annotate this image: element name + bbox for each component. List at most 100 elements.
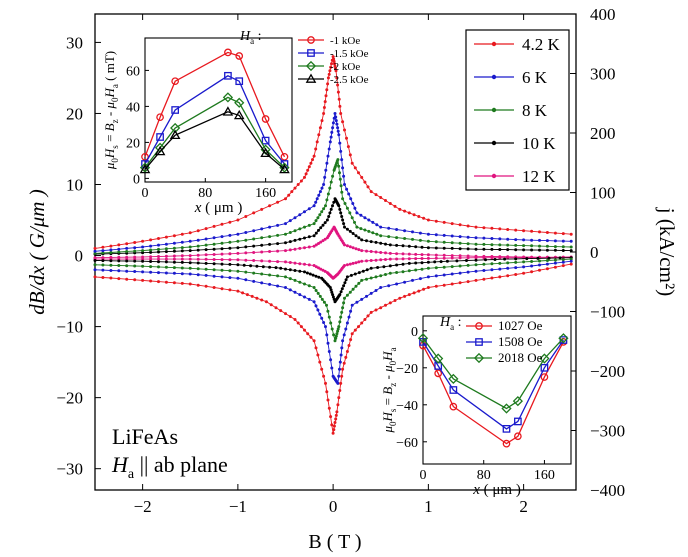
- data-point: [252, 237, 256, 241]
- data-point: [314, 231, 318, 235]
- data-point: [228, 288, 232, 292]
- data-point: [388, 257, 392, 261]
- data-point: [401, 252, 405, 256]
- data-point: [545, 239, 549, 243]
- data-point: [398, 296, 402, 300]
- data-point: [343, 183, 346, 186]
- data-point: [345, 350, 349, 353]
- data-point: [458, 241, 462, 245]
- data-point: [220, 268, 224, 272]
- data-point: [384, 258, 387, 261]
- data-point: [338, 104, 342, 108]
- data-point: [369, 291, 373, 295]
- main-axes: −2 −1 0 1 2−30−20−100102030−400−300−200−1000…: [56, 5, 625, 516]
- data-point: [164, 247, 168, 251]
- x-tick-label: 1: [424, 497, 433, 516]
- data-point: [561, 264, 565, 268]
- data-point: [293, 229, 297, 233]
- data-point: [466, 270, 470, 274]
- data-point: [347, 192, 351, 196]
- data-point: [336, 158, 340, 162]
- data-point: [493, 258, 497, 261]
- data-point: [149, 255, 153, 259]
- data-point: [204, 267, 208, 271]
- data-point: [334, 413, 338, 417]
- data-point: [93, 251, 97, 255]
- inset-series-line: [422, 337, 564, 410]
- data-point: [522, 229, 526, 233]
- data-point: [172, 257, 176, 261]
- data-point: [365, 259, 368, 263]
- data-point: [196, 267, 200, 271]
- data-point: [422, 287, 426, 291]
- inset-data-point: [224, 71, 232, 80]
- data-point: [388, 251, 392, 255]
- inset-frame: [422, 315, 572, 465]
- data-point: [320, 210, 324, 214]
- data-point: [284, 260, 287, 264]
- inset-series-1-5-koe: [141, 71, 289, 168]
- data-point: [498, 243, 502, 247]
- data-point: [403, 237, 407, 240]
- legend-label: 12 K: [522, 167, 556, 186]
- y-tick-label: −10: [56, 318, 83, 337]
- data-point: [220, 262, 224, 266]
- inset-legend-title: Ha :: [239, 29, 262, 46]
- data-point: [403, 229, 407, 233]
- data-point: [342, 174, 346, 178]
- data-point: [418, 231, 422, 235]
- data-point: [245, 293, 249, 297]
- data-point: [326, 398, 330, 402]
- inset-x-tick-label: 80: [477, 468, 491, 483]
- data-point: [317, 133, 321, 137]
- legend-marker: [491, 107, 497, 113]
- inset-x-tick-label: 160: [534, 468, 555, 483]
- data-point: [337, 97, 341, 101]
- data-point: [332, 424, 336, 428]
- data-point: [330, 327, 334, 331]
- data-point: [434, 240, 438, 244]
- legend-label: 6 K: [522, 68, 548, 87]
- data-point: [316, 353, 320, 357]
- data-point: [228, 220, 232, 224]
- data-point: [482, 269, 486, 272]
- inset-legend-entry-1508-oe: 1508 Oe: [466, 334, 543, 349]
- inset-legend-h: H: [439, 315, 451, 330]
- data-point: [349, 338, 353, 342]
- data-point: [360, 297, 364, 301]
- data-point: [325, 161, 329, 165]
- data-point: [324, 94, 328, 98]
- data-point: [268, 250, 272, 253]
- data-point: [353, 166, 357, 170]
- data-point: [101, 263, 105, 267]
- data-point: [93, 249, 97, 253]
- data-point: [482, 247, 486, 251]
- data-point: [482, 256, 486, 260]
- data-point: [204, 248, 208, 252]
- data-point: [434, 253, 438, 257]
- data-point: [506, 228, 510, 231]
- data-point: [414, 257, 418, 261]
- data-point: [333, 62, 336, 66]
- data-point: [530, 248, 534, 252]
- data-point: [545, 262, 549, 266]
- data-point: [180, 246, 184, 250]
- inset-data-point: [261, 136, 270, 145]
- data-point: [339, 290, 343, 294]
- inset-legend-title: Ha :: [439, 315, 462, 332]
- data-point: [344, 327, 348, 331]
- data-point: [522, 244, 526, 248]
- data-point: [93, 246, 97, 250]
- data-point: [344, 355, 348, 359]
- data-point: [366, 314, 370, 318]
- data-point: [343, 225, 346, 229]
- inset-legend-marker: [307, 36, 315, 44]
- data-point: [242, 263, 246, 267]
- data-point: [268, 242, 272, 246]
- y-axis-label: dB/dx ( G/μm ): [25, 189, 49, 314]
- data-point: [312, 244, 316, 248]
- data-point: [490, 256, 494, 260]
- data-point: [93, 263, 97, 267]
- data-point: [365, 239, 368, 243]
- data-point: [164, 280, 168, 284]
